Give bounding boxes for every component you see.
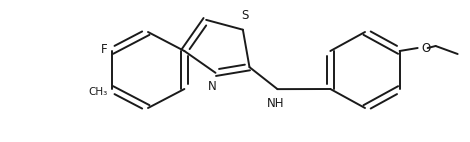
Text: N: N bbox=[208, 80, 217, 93]
Text: S: S bbox=[241, 9, 249, 22]
Text: F: F bbox=[101, 42, 108, 56]
Text: NH: NH bbox=[266, 97, 284, 110]
Text: O: O bbox=[422, 41, 431, 55]
Text: CH₃: CH₃ bbox=[88, 87, 108, 97]
